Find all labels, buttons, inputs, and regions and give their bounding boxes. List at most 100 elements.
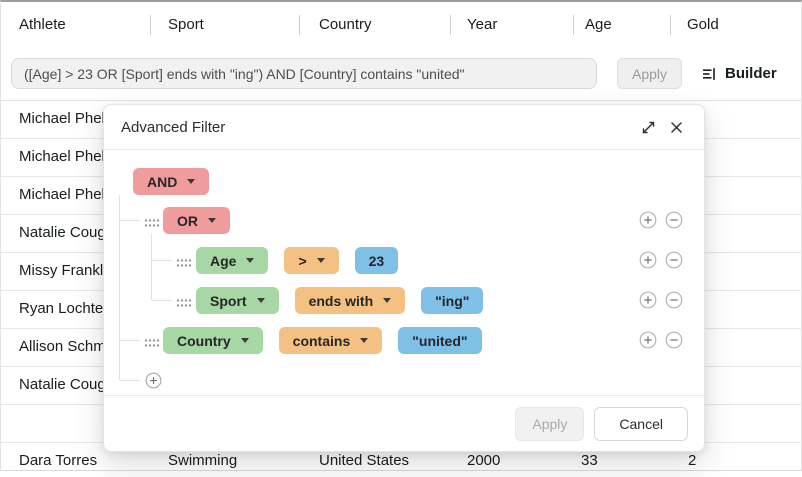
tree-connector	[151, 234, 152, 300]
row-actions	[639, 291, 683, 309]
operator-label: >	[298, 252, 307, 269]
operator-dropdown[interactable]: >	[284, 247, 339, 274]
plus-circle-icon	[639, 211, 657, 229]
column-header-sport[interactable]: Sport	[168, 16, 204, 33]
field-dropdown[interactable]: Sport	[196, 287, 279, 314]
column-header-age[interactable]: Age	[585, 16, 612, 33]
add-row-button[interactable]	[639, 331, 657, 349]
add-condition-button[interactable]	[145, 371, 163, 389]
cell-age: 33	[581, 452, 598, 469]
minus-circle-icon	[665, 211, 683, 229]
filter-bar: Apply Builder	[1, 48, 801, 101]
add-row-button[interactable]	[639, 291, 657, 309]
filter-builder-tree: AND OR	[104, 150, 704, 395]
value-pill[interactable]: "ing"	[421, 287, 484, 314]
cell-country: United States	[319, 452, 410, 469]
dialog-footer: Apply Cancel	[104, 395, 704, 451]
apply-button[interactable]: Apply	[515, 406, 585, 441]
column-separator	[573, 15, 574, 35]
tree-connector	[120, 340, 140, 341]
remove-row-button[interactable]	[665, 211, 683, 229]
cell-gold: 2	[688, 452, 697, 469]
condition-row: Country contains "united"	[163, 327, 482, 354]
cell-athlete: Natalie Coughlin	[19, 376, 130, 393]
tree-connector	[152, 300, 172, 301]
drag-handle-icon[interactable]	[176, 255, 192, 273]
drag-handle-icon[interactable]	[176, 295, 192, 313]
value-label: 23	[368, 252, 385, 269]
dialog-header: Advanced Filter	[104, 105, 704, 150]
operator-dropdown[interactable]: ends with	[294, 287, 406, 314]
expand-dialog-button[interactable]	[634, 113, 662, 141]
filter-expression-input[interactable]	[11, 58, 597, 89]
builder-filter-icon	[701, 66, 717, 82]
row-actions	[639, 211, 683, 229]
row-actions	[639, 251, 683, 269]
value-label: "united"	[412, 332, 468, 349]
minus-circle-icon	[665, 331, 683, 349]
operator-label: contains	[292, 332, 351, 349]
plus-circle-icon	[639, 291, 657, 309]
chevron-down-icon	[208, 218, 216, 223]
chevron-down-icon	[383, 298, 392, 303]
join-operator-dropdown[interactable]: AND	[133, 168, 210, 195]
drag-handle-icon[interactable]	[144, 335, 160, 353]
cell-athlete: Michael Phelps	[19, 186, 121, 203]
value-pill[interactable]: 23	[354, 247, 399, 274]
join-operator-label: AND	[147, 173, 178, 190]
column-header-country[interactable]: Country	[319, 16, 372, 33]
field-label: Sport	[210, 292, 247, 309]
column-header-year[interactable]: Year	[467, 16, 498, 33]
field-label: Country	[177, 332, 231, 349]
remove-row-button[interactable]	[665, 251, 683, 269]
cell-year: 2000	[467, 452, 501, 469]
chevron-down-icon	[187, 179, 196, 184]
chevron-down-icon	[256, 298, 265, 303]
tree-connector	[120, 380, 140, 381]
add-row-button[interactable]	[639, 251, 657, 269]
tree-connector	[152, 260, 172, 261]
table-row[interactable]: Dara Torres Swimming United States 2000 …	[1, 442, 801, 470]
cell-athlete: Natalie Coughlin	[19, 224, 130, 241]
condition-row: Sport ends with "ing"	[196, 287, 484, 314]
minus-circle-icon	[665, 251, 683, 269]
cell-athlete: Allison Schmitt	[19, 338, 118, 355]
plus-circle-icon	[145, 372, 163, 389]
remove-row-button[interactable]	[665, 291, 683, 309]
column-header-athlete[interactable]: Athlete	[19, 16, 66, 33]
cancel-button[interactable]: Cancel	[594, 406, 688, 441]
field-label: Age	[210, 252, 237, 269]
cell-athlete: Dara Torres	[19, 452, 98, 469]
field-dropdown[interactable]: Age	[196, 247, 269, 274]
join-operator-dropdown[interactable]: OR	[163, 207, 230, 234]
add-row-button[interactable]	[639, 211, 657, 229]
chevron-down-icon	[316, 258, 325, 263]
builder-button[interactable]: Builder	[695, 58, 783, 89]
chevron-down-icon	[240, 338, 249, 343]
field-dropdown[interactable]: Country	[163, 327, 263, 354]
cell-athlete: Michael Phelps	[19, 110, 121, 127]
plus-circle-icon	[639, 331, 657, 349]
dialog-title: Advanced Filter	[121, 118, 226, 136]
value-pill[interactable]: "united"	[398, 327, 482, 354]
chevron-down-icon	[246, 258, 255, 263]
apply-filter-button[interactable]: Apply	[617, 58, 683, 89]
column-separator	[670, 15, 671, 35]
root-join-row: AND	[133, 168, 210, 195]
drag-handle-icon[interactable]	[144, 215, 160, 233]
plus-circle-icon	[639, 251, 657, 269]
column-separator	[299, 15, 300, 35]
cell-athlete: Missy Franklin	[19, 262, 115, 279]
column-header-gold[interactable]: Gold	[687, 16, 719, 33]
join-operator-label: OR	[177, 212, 198, 229]
row-actions	[639, 331, 683, 349]
remove-row-button[interactable]	[665, 331, 683, 349]
expand-icon	[640, 119, 657, 136]
cell-athlete: Ryan Lochte	[19, 300, 104, 317]
builder-button-label: Builder	[725, 65, 777, 82]
minus-circle-icon	[665, 291, 683, 309]
close-dialog-button[interactable]	[662, 113, 690, 141]
table-header: Athlete Sport Country Year Age Gold	[1, 2, 801, 49]
operator-dropdown[interactable]: contains	[278, 327, 383, 354]
